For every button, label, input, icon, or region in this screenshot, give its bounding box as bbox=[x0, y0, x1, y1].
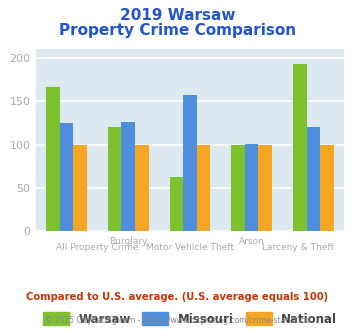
Text: Compared to U.S. average. (U.S. average equals 100): Compared to U.S. average. (U.S. average … bbox=[26, 292, 329, 302]
Bar bbox=[258, 145, 272, 231]
Bar bbox=[197, 145, 210, 231]
Bar bbox=[245, 144, 258, 231]
Bar bbox=[46, 87, 60, 231]
Text: Arson: Arson bbox=[239, 237, 264, 246]
Bar bbox=[135, 145, 148, 231]
Bar bbox=[320, 145, 334, 231]
Bar bbox=[73, 145, 87, 231]
Bar bbox=[170, 177, 183, 231]
Text: © 2025 CityRating.com - https://www.cityrating.com/crime-statistics/: © 2025 CityRating.com - https://www.city… bbox=[45, 316, 310, 325]
Bar bbox=[307, 127, 320, 231]
Bar bbox=[121, 122, 135, 231]
Bar bbox=[293, 64, 307, 231]
Legend: Warsaw, Missouri, National: Warsaw, Missouri, National bbox=[38, 308, 342, 330]
Bar bbox=[60, 123, 73, 231]
Text: All Property Crime: All Property Crime bbox=[56, 243, 138, 252]
Text: Larceny & Theft: Larceny & Theft bbox=[262, 243, 334, 252]
Bar bbox=[231, 145, 245, 231]
Text: 2019 Warsaw: 2019 Warsaw bbox=[120, 8, 235, 23]
Text: Property Crime Comparison: Property Crime Comparison bbox=[59, 23, 296, 38]
Text: Burglary: Burglary bbox=[109, 237, 147, 246]
Text: Motor Vehicle Theft: Motor Vehicle Theft bbox=[146, 243, 234, 252]
Bar bbox=[183, 95, 197, 231]
Bar bbox=[108, 127, 121, 231]
